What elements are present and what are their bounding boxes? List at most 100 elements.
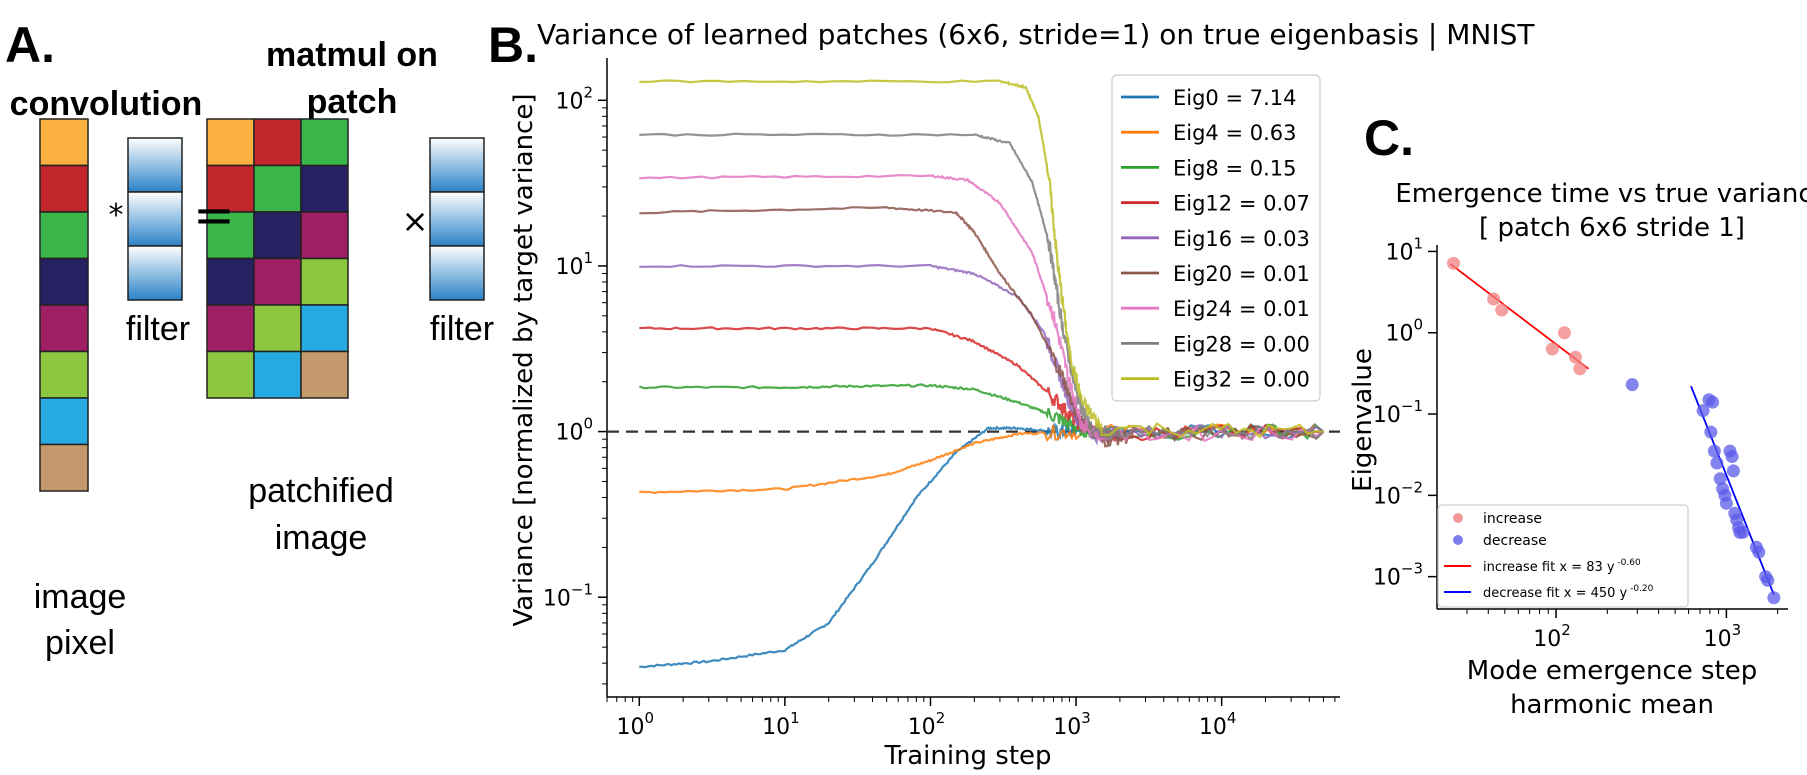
patchified-label-line1: patchified xyxy=(248,472,394,510)
filter-cell xyxy=(429,245,485,301)
filter-cell xyxy=(127,137,183,193)
legend-entry: Eig0 = 7.14 xyxy=(1173,86,1297,110)
legend-entry: Eig8 = 0.15 xyxy=(1173,156,1297,180)
times-operator: × xyxy=(402,202,429,240)
decrease-point xyxy=(1719,496,1733,510)
patch-cell xyxy=(300,164,349,213)
pixel-cell xyxy=(39,164,89,213)
patch-cell xyxy=(300,211,349,260)
patch-cell xyxy=(300,350,349,399)
legend-frame xyxy=(1111,74,1321,402)
scatter-ylabel: Eigenvalue xyxy=(1348,348,1378,492)
line-chart-title: Variance of learned patches (6x6, stride… xyxy=(537,18,1535,51)
line-chart-legend: Eig0 = 7.14 Eig4 = 0.63 Eig8 = 0.15 Eig12 =… xyxy=(1111,74,1321,402)
x-tick-label: 103 xyxy=(1704,621,1742,652)
decrease-point xyxy=(1752,545,1766,559)
equals-operator: = xyxy=(193,186,235,244)
pixel-cell xyxy=(39,304,89,353)
increase-point xyxy=(1487,292,1501,306)
increase-point xyxy=(1568,350,1582,364)
decrease-point xyxy=(1725,450,1739,464)
image-pixel-column xyxy=(39,118,89,492)
x-tick-label: 104 xyxy=(1199,709,1237,740)
decrease-point xyxy=(1767,591,1781,605)
patch-cell xyxy=(253,304,302,353)
filter-label-2: filter xyxy=(430,310,494,348)
x-tick-label: 102 xyxy=(908,709,946,740)
line-chart-ylabel: Variance [normalized by target variance] xyxy=(509,93,539,626)
y-tick-label: 10−1 xyxy=(543,580,593,611)
legend-entry-decrease-fit: decrease fit x = 450 y -0.20 xyxy=(1483,584,1654,601)
pixel-cell xyxy=(39,211,89,260)
y-tick-label: 100 xyxy=(1385,316,1423,347)
legend-entry: Eig12 = 0.07 xyxy=(1173,192,1310,216)
decrease-point xyxy=(1736,525,1750,539)
patch-cell xyxy=(206,164,255,213)
legend-entry: Eig16 = 0.03 xyxy=(1173,227,1310,251)
increase-point xyxy=(1557,326,1571,340)
scatter-axes: 102 103 10−3 10−2 10−1 100 101 xyxy=(1373,234,1788,652)
image-pixel-label-line1: image xyxy=(34,578,127,616)
patch-cell xyxy=(206,350,255,399)
decrease-point xyxy=(1761,573,1775,587)
decrease-point xyxy=(1713,472,1727,486)
scatter-points xyxy=(1447,256,1781,605)
y-tick-label: 10−1 xyxy=(1373,397,1423,428)
image-pixel-label-line2: pixel xyxy=(45,624,115,662)
x-tick-label: 102 xyxy=(1533,621,1571,652)
patchified-label-line2: image xyxy=(275,519,368,557)
panel-a-label: A. xyxy=(5,17,55,73)
patch-cell xyxy=(206,257,255,306)
patch-cell xyxy=(206,211,255,260)
decrease-point xyxy=(1726,464,1740,478)
filter-cell xyxy=(127,245,183,301)
patch-cell xyxy=(253,257,302,306)
panel-b-label: B. xyxy=(488,17,538,73)
pixel-cell xyxy=(39,257,89,306)
line-chart-axes: 100 101 102 103 104 10−1 100 101 102 xyxy=(543,58,1340,740)
conv-operator: * xyxy=(109,198,124,233)
line-chart-xlabel: Training step xyxy=(883,741,1051,771)
legend-entry: Eig24 = 0.01 xyxy=(1173,297,1310,321)
increase-point xyxy=(1447,256,1461,270)
matmul-title-line1: matmul on xyxy=(266,36,438,74)
panel-c-label: C. xyxy=(1364,110,1414,166)
patch-cell xyxy=(206,118,255,167)
y-tick-label: 101 xyxy=(555,249,593,280)
legend-entry-increase: increase xyxy=(1483,511,1542,527)
x-tick-label: 100 xyxy=(617,709,655,740)
increase-point xyxy=(1495,303,1509,317)
series-line-eig32 xyxy=(639,79,1324,439)
patch-cell xyxy=(300,257,349,306)
scatter-legend: increase decrease increase fit x = 83 y -0… xyxy=(1437,504,1689,608)
legend-entry: Eig28 = 0.00 xyxy=(1173,332,1310,356)
filter-cell xyxy=(127,191,183,247)
decrease-point xyxy=(1625,378,1639,392)
convolution-title: convolution xyxy=(10,85,203,123)
series-line-eig28 xyxy=(639,132,1325,441)
filter-label: filter xyxy=(126,310,190,348)
decrease-point xyxy=(1707,444,1721,458)
decrease-point xyxy=(1710,456,1724,470)
pixel-cell xyxy=(39,443,89,492)
matmul-title-line2: patch xyxy=(307,83,398,121)
legend-entry: Eig32 = 0.00 xyxy=(1173,368,1310,392)
pixel-cell xyxy=(39,397,89,446)
patchified-image-grid xyxy=(206,118,349,399)
patch-cell xyxy=(206,304,255,353)
panel-a: A. convolution matmul on patch * = × fil… xyxy=(5,17,494,662)
legend-frame xyxy=(1437,504,1689,608)
y-tick-label: 10−2 xyxy=(1373,478,1423,509)
scatter-xlabel: Mode emergence step xyxy=(1467,656,1757,686)
line-chart-series xyxy=(607,79,1340,669)
patch-cell xyxy=(253,118,302,167)
increase-point xyxy=(1573,362,1587,376)
legend-entry-increase-fit: increase fit x = 83 y -0.60 xyxy=(1483,558,1641,575)
scatter-subtitle: [ patch 6x6 stride 1] xyxy=(1479,213,1745,243)
x-tick-label: 101 xyxy=(762,709,800,740)
panel-c: C. Emergence time vs true variance [ pat… xyxy=(1348,110,1807,720)
patch-cell xyxy=(253,164,302,213)
filter-matmul xyxy=(429,137,485,301)
legend-entry: Eig20 = 0.01 xyxy=(1173,262,1310,286)
